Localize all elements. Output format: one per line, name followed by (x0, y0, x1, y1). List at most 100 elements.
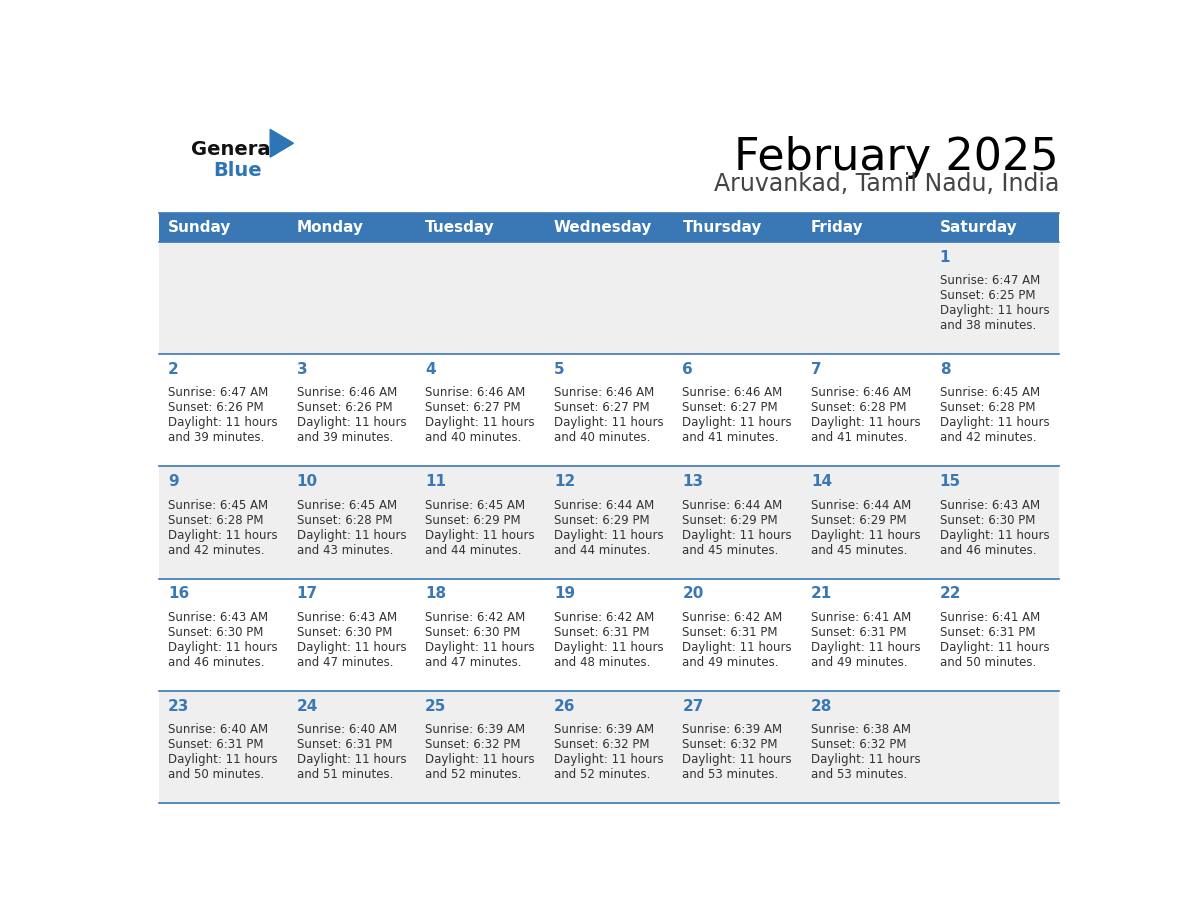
Text: 2: 2 (168, 362, 178, 376)
Text: 5: 5 (554, 362, 564, 376)
Text: and 49 minutes.: and 49 minutes. (682, 656, 779, 669)
Text: Sunrise: 6:46 AM: Sunrise: 6:46 AM (425, 386, 525, 399)
Text: and 44 minutes.: and 44 minutes. (554, 543, 650, 556)
Text: Sunrise: 6:38 AM: Sunrise: 6:38 AM (811, 723, 911, 736)
Text: and 50 minutes.: and 50 minutes. (168, 768, 264, 781)
Text: 7: 7 (811, 362, 822, 376)
Text: 8: 8 (940, 362, 950, 376)
Text: and 43 minutes.: and 43 minutes. (297, 543, 393, 556)
Text: and 40 minutes.: and 40 minutes. (554, 431, 650, 444)
Text: and 53 minutes.: and 53 minutes. (682, 768, 778, 781)
Text: and 45 minutes.: and 45 minutes. (682, 543, 779, 556)
Text: Sunrise: 6:39 AM: Sunrise: 6:39 AM (682, 723, 783, 736)
Bar (158, 213, 1060, 241)
Text: and 46 minutes.: and 46 minutes. (168, 656, 265, 669)
Text: 23: 23 (168, 699, 189, 713)
Text: Daylight: 11 hours: Daylight: 11 hours (940, 417, 1049, 430)
Text: Daylight: 11 hours: Daylight: 11 hours (297, 641, 406, 654)
Text: Sunrise: 6:42 AM: Sunrise: 6:42 AM (554, 611, 655, 624)
Text: 25: 25 (425, 699, 447, 713)
Text: and 39 minutes.: and 39 minutes. (168, 431, 264, 444)
Text: 10: 10 (297, 474, 317, 489)
Text: Sunrise: 6:44 AM: Sunrise: 6:44 AM (811, 498, 911, 511)
Text: Daylight: 11 hours: Daylight: 11 hours (682, 417, 792, 430)
Text: Daylight: 11 hours: Daylight: 11 hours (297, 417, 406, 430)
Text: 13: 13 (682, 474, 703, 489)
Text: Sunset: 6:32 PM: Sunset: 6:32 PM (811, 738, 906, 751)
Text: 26: 26 (554, 699, 575, 713)
Text: Sunset: 6:31 PM: Sunset: 6:31 PM (682, 626, 778, 639)
Text: Daylight: 11 hours: Daylight: 11 hours (425, 754, 535, 767)
Text: Sunset: 6:30 PM: Sunset: 6:30 PM (297, 626, 392, 639)
Text: 14: 14 (811, 474, 833, 489)
Text: Sunset: 6:29 PM: Sunset: 6:29 PM (682, 514, 778, 527)
Bar (158, 354, 1060, 466)
Text: Saturday: Saturday (940, 219, 1018, 235)
Text: Daylight: 11 hours: Daylight: 11 hours (168, 417, 278, 430)
Text: Sunset: 6:31 PM: Sunset: 6:31 PM (297, 738, 392, 751)
Text: and 47 minutes.: and 47 minutes. (297, 656, 393, 669)
Text: Sunset: 6:32 PM: Sunset: 6:32 PM (682, 738, 778, 751)
Text: and 41 minutes.: and 41 minutes. (811, 431, 908, 444)
Text: Daylight: 11 hours: Daylight: 11 hours (554, 417, 663, 430)
Text: Aruvankad, Tamil Nadu, India: Aruvankad, Tamil Nadu, India (714, 172, 1060, 196)
Text: Sunrise: 6:40 AM: Sunrise: 6:40 AM (168, 723, 268, 736)
Text: and 52 minutes.: and 52 minutes. (425, 768, 522, 781)
Text: Daylight: 11 hours: Daylight: 11 hours (425, 417, 535, 430)
Text: 22: 22 (940, 587, 961, 601)
Text: 20: 20 (682, 587, 703, 601)
Text: 6: 6 (682, 362, 694, 376)
Text: and 50 minutes.: and 50 minutes. (940, 656, 1036, 669)
Text: Sunrise: 6:43 AM: Sunrise: 6:43 AM (168, 611, 268, 624)
Text: 27: 27 (682, 699, 703, 713)
Text: and 51 minutes.: and 51 minutes. (297, 768, 393, 781)
Text: Sunrise: 6:45 AM: Sunrise: 6:45 AM (168, 498, 268, 511)
Text: Sunrise: 6:46 AM: Sunrise: 6:46 AM (811, 386, 911, 399)
Text: Sunrise: 6:44 AM: Sunrise: 6:44 AM (682, 498, 783, 511)
Text: Sunset: 6:26 PM: Sunset: 6:26 PM (297, 401, 392, 414)
Text: Sunset: 6:26 PM: Sunset: 6:26 PM (168, 401, 264, 414)
Text: Monday: Monday (297, 219, 364, 235)
Text: Blue: Blue (213, 162, 261, 180)
Text: Sunrise: 6:46 AM: Sunrise: 6:46 AM (554, 386, 655, 399)
Text: Sunrise: 6:42 AM: Sunrise: 6:42 AM (425, 611, 525, 624)
Text: Daylight: 11 hours: Daylight: 11 hours (682, 641, 792, 654)
Text: Daylight: 11 hours: Daylight: 11 hours (554, 641, 663, 654)
Text: Daylight: 11 hours: Daylight: 11 hours (811, 641, 921, 654)
Text: Sunrise: 6:44 AM: Sunrise: 6:44 AM (554, 498, 655, 511)
Text: Sunset: 6:27 PM: Sunset: 6:27 PM (425, 401, 520, 414)
Text: Sunrise: 6:47 AM: Sunrise: 6:47 AM (940, 274, 1040, 287)
Text: Sunrise: 6:42 AM: Sunrise: 6:42 AM (682, 611, 783, 624)
Text: and 52 minutes.: and 52 minutes. (554, 768, 650, 781)
Text: Sunset: 6:29 PM: Sunset: 6:29 PM (425, 514, 520, 527)
Text: Daylight: 11 hours: Daylight: 11 hours (425, 641, 535, 654)
Bar (158, 466, 1060, 578)
Text: 17: 17 (297, 587, 317, 601)
Text: Wednesday: Wednesday (554, 219, 652, 235)
Text: Sunset: 6:31 PM: Sunset: 6:31 PM (554, 626, 650, 639)
Text: Thursday: Thursday (682, 219, 762, 235)
Text: and 39 minutes.: and 39 minutes. (297, 431, 393, 444)
Text: Sunrise: 6:46 AM: Sunrise: 6:46 AM (297, 386, 397, 399)
Text: Sunset: 6:28 PM: Sunset: 6:28 PM (940, 401, 1035, 414)
Text: Sunrise: 6:40 AM: Sunrise: 6:40 AM (297, 723, 397, 736)
Text: Sunset: 6:31 PM: Sunset: 6:31 PM (940, 626, 1035, 639)
Text: 12: 12 (554, 474, 575, 489)
Text: Sunset: 6:32 PM: Sunset: 6:32 PM (425, 738, 520, 751)
Text: 16: 16 (168, 587, 189, 601)
Text: Sunset: 6:31 PM: Sunset: 6:31 PM (811, 626, 906, 639)
Text: Sunset: 6:27 PM: Sunset: 6:27 PM (682, 401, 778, 414)
Text: Sunset: 6:31 PM: Sunset: 6:31 PM (168, 738, 264, 751)
Text: and 49 minutes.: and 49 minutes. (811, 656, 908, 669)
Text: Sunrise: 6:45 AM: Sunrise: 6:45 AM (940, 386, 1040, 399)
Text: Sunrise: 6:43 AM: Sunrise: 6:43 AM (297, 611, 397, 624)
Text: Sunrise: 6:39 AM: Sunrise: 6:39 AM (554, 723, 653, 736)
Text: Sunset: 6:28 PM: Sunset: 6:28 PM (168, 514, 264, 527)
Text: Sunrise: 6:47 AM: Sunrise: 6:47 AM (168, 386, 268, 399)
Text: 18: 18 (425, 587, 447, 601)
Text: Daylight: 11 hours: Daylight: 11 hours (811, 754, 921, 767)
Text: Daylight: 11 hours: Daylight: 11 hours (682, 529, 792, 542)
Text: Sunday: Sunday (168, 219, 232, 235)
Text: Sunset: 6:29 PM: Sunset: 6:29 PM (811, 514, 906, 527)
Bar (158, 578, 1060, 691)
